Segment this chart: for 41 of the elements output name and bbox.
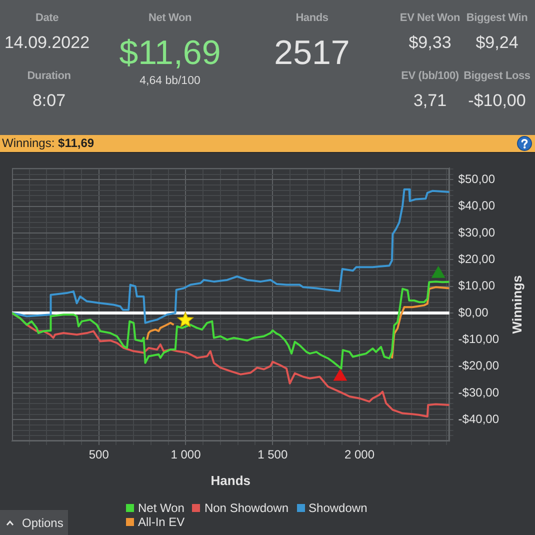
text: Net Won [148, 12, 192, 24]
y-tick-label: -$20,00 [458, 358, 500, 373]
x-tick-label: 2 000 [344, 448, 375, 462]
text: Biggest Win [466, 12, 528, 24]
text: EV (bb/100) [401, 70, 459, 82]
text: 8:07 [32, 91, 66, 110]
point [177, 312, 194, 328]
text: 3,71 [413, 91, 447, 110]
y-tick-label: -$40,00 [458, 412, 500, 426]
text: Options [22, 516, 64, 530]
x-tick-label: 1 000 [170, 448, 202, 462]
y-tick-label: -$10,00 [458, 332, 500, 346]
legend-label: Net Won [138, 501, 184, 515]
y-tick-label: $50,00 [458, 172, 496, 186]
y-tick-label: $20,00 [458, 252, 496, 266]
text: Biggest Loss [464, 70, 530, 82]
y-tick-label: $30,00 [458, 225, 496, 240]
point [334, 369, 347, 381]
x-tick-label: 500 [88, 448, 110, 462]
text: $9,33 [408, 33, 452, 52]
text: 4,64 bb/100 [140, 75, 200, 88]
legend-label: All-In EV [138, 515, 185, 529]
y-tick-label: $10,00 [458, 278, 496, 293]
y-axis-title: Winnings [510, 275, 525, 334]
text: Hands [296, 12, 328, 24]
y-tick-label: -$30,00 [458, 385, 500, 400]
text: 14.09.2022 [4, 33, 90, 52]
legend-label: Non Showdown [204, 501, 289, 515]
legend-label: Showdown [308, 501, 368, 515]
text: EV Net Won [400, 12, 460, 24]
point [432, 266, 445, 278]
text: Duration [27, 70, 71, 82]
y-tick-label: $0,00 [458, 305, 489, 320]
text: Date [35, 12, 59, 24]
x-tick-label: 1 500 [258, 448, 288, 462]
y-tick-label: $40,00 [458, 198, 496, 213]
text: $9,24 [476, 33, 518, 52]
text: 2517 [274, 34, 350, 72]
chart-title: Winnings: $11,69 [2, 136, 94, 150]
x-axis-title: Hands [210, 472, 251, 488]
text: $11,69 [119, 34, 221, 72]
